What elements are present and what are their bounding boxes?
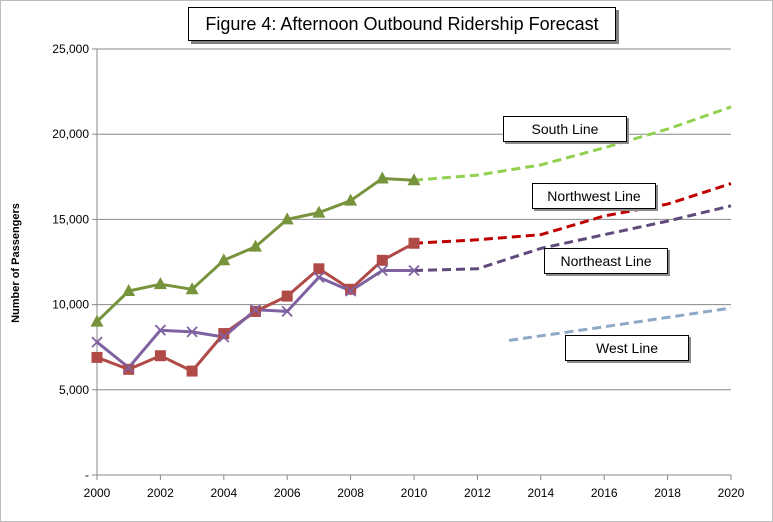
northwest-line-point-2009 [376, 254, 388, 266]
south-line-point-2001 [122, 283, 136, 296]
northeast-line-forecast-line [413, 204, 732, 272]
northeast-line-point-2010 [408, 264, 420, 277]
northwest-line-point-2004 [218, 328, 230, 340]
x-tick-label-3: 2006 [274, 486, 301, 500]
south-line-point-2009 [375, 171, 389, 184]
gridlines [97, 48, 731, 391]
northeast-line-point-2006 [281, 305, 293, 318]
south-line-forecast-line [413, 105, 732, 182]
northeast-line-point-2009 [376, 264, 388, 277]
y-tick-label-5: 25,000 [52, 42, 89, 56]
west-line-forecast-line [508, 306, 732, 342]
series-markers [90, 171, 421, 377]
x-tick-label-1: 2002 [147, 486, 174, 500]
south-line-point-2002 [153, 277, 167, 290]
x-tick-label-7: 2014 [527, 486, 554, 500]
northeast-line-point-2008 [344, 285, 357, 297]
south-line-point-2008 [344, 193, 358, 206]
south-line-point-2000 [90, 314, 104, 327]
northwest-line-point-2005 [250, 305, 261, 317]
northwest-line-point-2003 [186, 365, 198, 377]
northwest-line-point-2007 [313, 263, 325, 275]
x-tick-label-0: 2000 [84, 486, 111, 500]
northeast-line-point-2004 [218, 331, 230, 343]
northwest-line-point-2002 [154, 350, 166, 362]
chart-title: Figure 4: Afternoon Outbound Ridership F… [188, 7, 616, 41]
northeast-line-point-2001 [123, 362, 135, 374]
northwest-line-point-2006 [281, 290, 293, 302]
y-axis-label: Number of Passengers [10, 203, 22, 323]
northwest-line-point-2010 [408, 237, 420, 249]
x-axis-ticks: 2000 2002 2004 2006 2008 2010 2012 2014 2016 2018… [84, 475, 745, 500]
northeast-line-point-2005 [249, 304, 262, 316]
south-line-point-2006 [280, 212, 294, 225]
northeast-line-point-2002 [154, 324, 167, 336]
northwest-line-point-2001 [123, 363, 135, 375]
x-tick-label-4: 2008 [337, 486, 364, 500]
legend-west-line: West Line [565, 335, 689, 361]
y-tick-label-3: 15,000 [52, 212, 89, 226]
south-line-point-2004 [217, 253, 231, 266]
y-axis-ticks: - 5,000 10,000 15,000 20,000 25,000 [52, 42, 97, 482]
y-tick-label-1: 5,000 [59, 383, 89, 397]
south-line-point-2010 [407, 173, 421, 186]
northeast-line-point-2003 [186, 326, 198, 338]
y-tick-label-4: 20,000 [52, 127, 89, 141]
y-tick-label-2: 10,000 [52, 298, 89, 312]
x-tick-label-5: 2010 [401, 486, 428, 500]
northeast-line-line [96, 269, 414, 370]
legend-northwest-line: Northwest Line [532, 183, 656, 209]
northwest-line-forecast-line [413, 182, 732, 245]
northwest-line-point-2000 [91, 351, 103, 363]
south-line-point-2007 [312, 205, 326, 218]
northeast-line-point-2000 [91, 336, 103, 348]
x-tick-label-9: 2018 [654, 486, 681, 500]
x-tick-label-2: 2004 [210, 486, 237, 500]
x-tick-label-8: 2016 [591, 486, 618, 500]
x-tick-label-6: 2012 [464, 486, 491, 500]
south-line-point-2003 [185, 282, 199, 295]
x-tick-label-10: 2020 [718, 486, 745, 500]
y-tick-label-0: - [85, 468, 89, 482]
northwest-line-point-2008 [345, 283, 357, 295]
south-line-point-2005 [249, 239, 262, 252]
northeast-line-point-2007 [313, 271, 325, 283]
legend-south-line: South Line [503, 116, 627, 142]
legend-northeast-line: Northeast Line [544, 248, 668, 274]
